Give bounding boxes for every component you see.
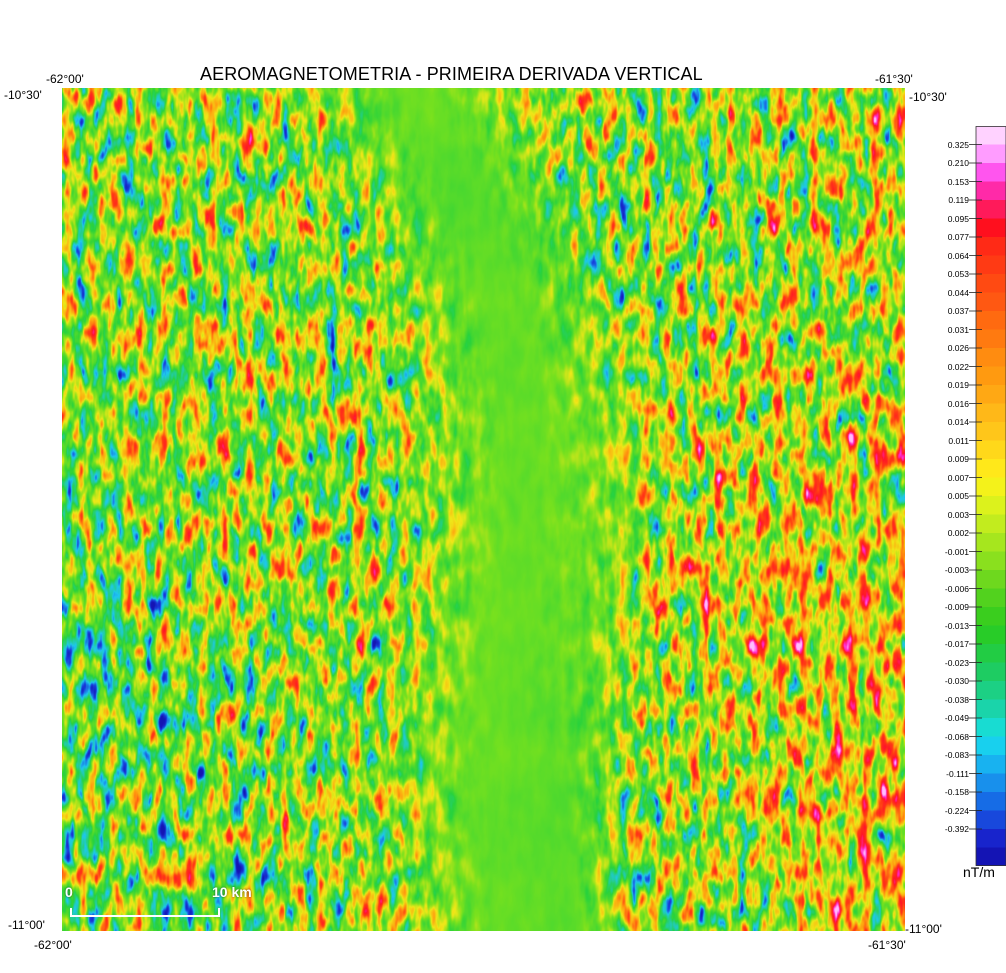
legend-swatch — [976, 829, 1006, 848]
legend-label: -0.023 — [944, 657, 969, 668]
legend-swatch — [976, 163, 1006, 182]
legend-swatch — [976, 274, 1006, 293]
legend-label: 0.325 — [947, 139, 969, 150]
legend-label: 0.210 — [947, 158, 969, 168]
legend-swatch — [976, 773, 1006, 793]
legend-swatch — [976, 181, 1006, 201]
scalebar — [70, 908, 220, 917]
bottom-right-longitude: -61°30' — [868, 938, 906, 952]
legend-label: 0.064 — [947, 250, 969, 261]
color-legend — [969, 126, 1006, 866]
legend-label: -0.068 — [944, 731, 969, 742]
legend-swatch — [976, 681, 1006, 700]
legend-swatch — [976, 551, 1006, 571]
legend-swatch — [976, 440, 1006, 460]
legend-label: 0.026 — [947, 343, 969, 353]
legend-label: 0.053 — [947, 269, 969, 279]
legend-swatch — [976, 144, 1006, 164]
scalebar-start-label: 0 — [65, 884, 73, 900]
legend-label: -0.224 — [944, 805, 969, 816]
legend-label: -0.083 — [944, 750, 969, 760]
legend-swatch — [976, 496, 1006, 515]
magnetic-anomaly-map — [62, 88, 905, 931]
legend-swatch — [976, 311, 1006, 330]
legend-label: -0.003 — [944, 565, 969, 575]
legend-label: 0.037 — [947, 306, 969, 316]
top-left-latitude: -10°30' — [4, 88, 42, 102]
legend-swatch — [976, 237, 1006, 256]
legend-label: -0.049 — [944, 713, 969, 723]
legend-swatch — [976, 644, 1006, 663]
map-title: AEROMAGNETOMETRIA - PRIMEIRA DERIVADA VE… — [200, 64, 703, 84]
legend-swatch — [976, 385, 1006, 404]
scalebar-end-label: 10 km — [212, 884, 252, 900]
legend-swatch — [976, 348, 1006, 367]
legend-swatch — [976, 422, 1006, 441]
legend-label: -0.006 — [944, 583, 969, 594]
bottom-left-latitude: -11°00' — [8, 918, 45, 932]
legend-swatch — [976, 292, 1006, 312]
legend-swatch — [976, 625, 1006, 645]
legend-swatch — [976, 847, 1006, 866]
bottom-right-latitude: -11°00' — [905, 922, 942, 936]
legend-swatch — [976, 662, 1006, 682]
legend-swatch — [976, 792, 1006, 811]
legend-label: 0.095 — [947, 213, 969, 224]
legend-label: 0.009 — [947, 454, 969, 464]
legend-swatch — [976, 218, 1006, 238]
top-right-longitude: -61°30' — [875, 72, 913, 86]
legend-swatch — [976, 200, 1006, 219]
legend-label: -0.111 — [946, 768, 969, 779]
legend-label: -0.013 — [944, 620, 969, 631]
legend-label: -0.017 — [944, 639, 969, 649]
legend-label: 0.014 — [947, 417, 969, 427]
legend-swatch — [976, 718, 1006, 737]
legend-label: 0.044 — [947, 287, 969, 298]
legend-label: 0.019 — [947, 380, 969, 390]
legend-label: 0.031 — [947, 324, 969, 335]
legend-unit: nT/m — [963, 864, 995, 880]
legend-label: -0.001 — [944, 546, 969, 557]
legend-swatch — [976, 755, 1006, 774]
legend-swatch — [976, 588, 1006, 608]
legend-swatch — [976, 810, 1006, 830]
legend-swatch — [976, 255, 1006, 275]
legend-label: 0.153 — [947, 176, 969, 187]
legend-label: 0.077 — [947, 232, 969, 242]
legend-label: -0.392 — [944, 824, 969, 834]
legend-label: -0.009 — [944, 602, 969, 612]
top-right-latitude: -10°30' — [909, 90, 947, 104]
legend-label: 0.007 — [947, 472, 969, 483]
legend-label: 0.003 — [947, 509, 969, 520]
legend-label: 0.022 — [947, 361, 969, 372]
legend-swatch — [976, 126, 1006, 145]
legend-label: -0.158 — [944, 787, 969, 797]
legend-swatch — [976, 570, 1006, 589]
legend-label: 0.119 — [948, 195, 969, 205]
legend-swatch — [976, 366, 1006, 386]
legend-swatch — [976, 477, 1006, 497]
legend-swatch — [976, 607, 1006, 626]
legend-label: 0.016 — [947, 398, 969, 409]
legend-label: -0.030 — [944, 676, 969, 686]
legend-swatch — [976, 459, 1006, 478]
top-left-longitude: -62°00' — [46, 72, 84, 86]
legend-swatch — [976, 329, 1006, 349]
legend-label: -0.038 — [944, 694, 969, 705]
bottom-left-longitude: -62°00' — [34, 938, 72, 952]
legend-swatch — [976, 736, 1006, 756]
legend-swatch — [976, 533, 1006, 552]
legend-label: 0.005 — [947, 491, 969, 501]
legend-label: 0.002 — [947, 528, 969, 538]
legend-swatch — [976, 403, 1006, 423]
legend-label: 0.011 — [948, 435, 969, 446]
legend-swatch — [976, 699, 1006, 719]
legend-swatch — [976, 514, 1006, 534]
